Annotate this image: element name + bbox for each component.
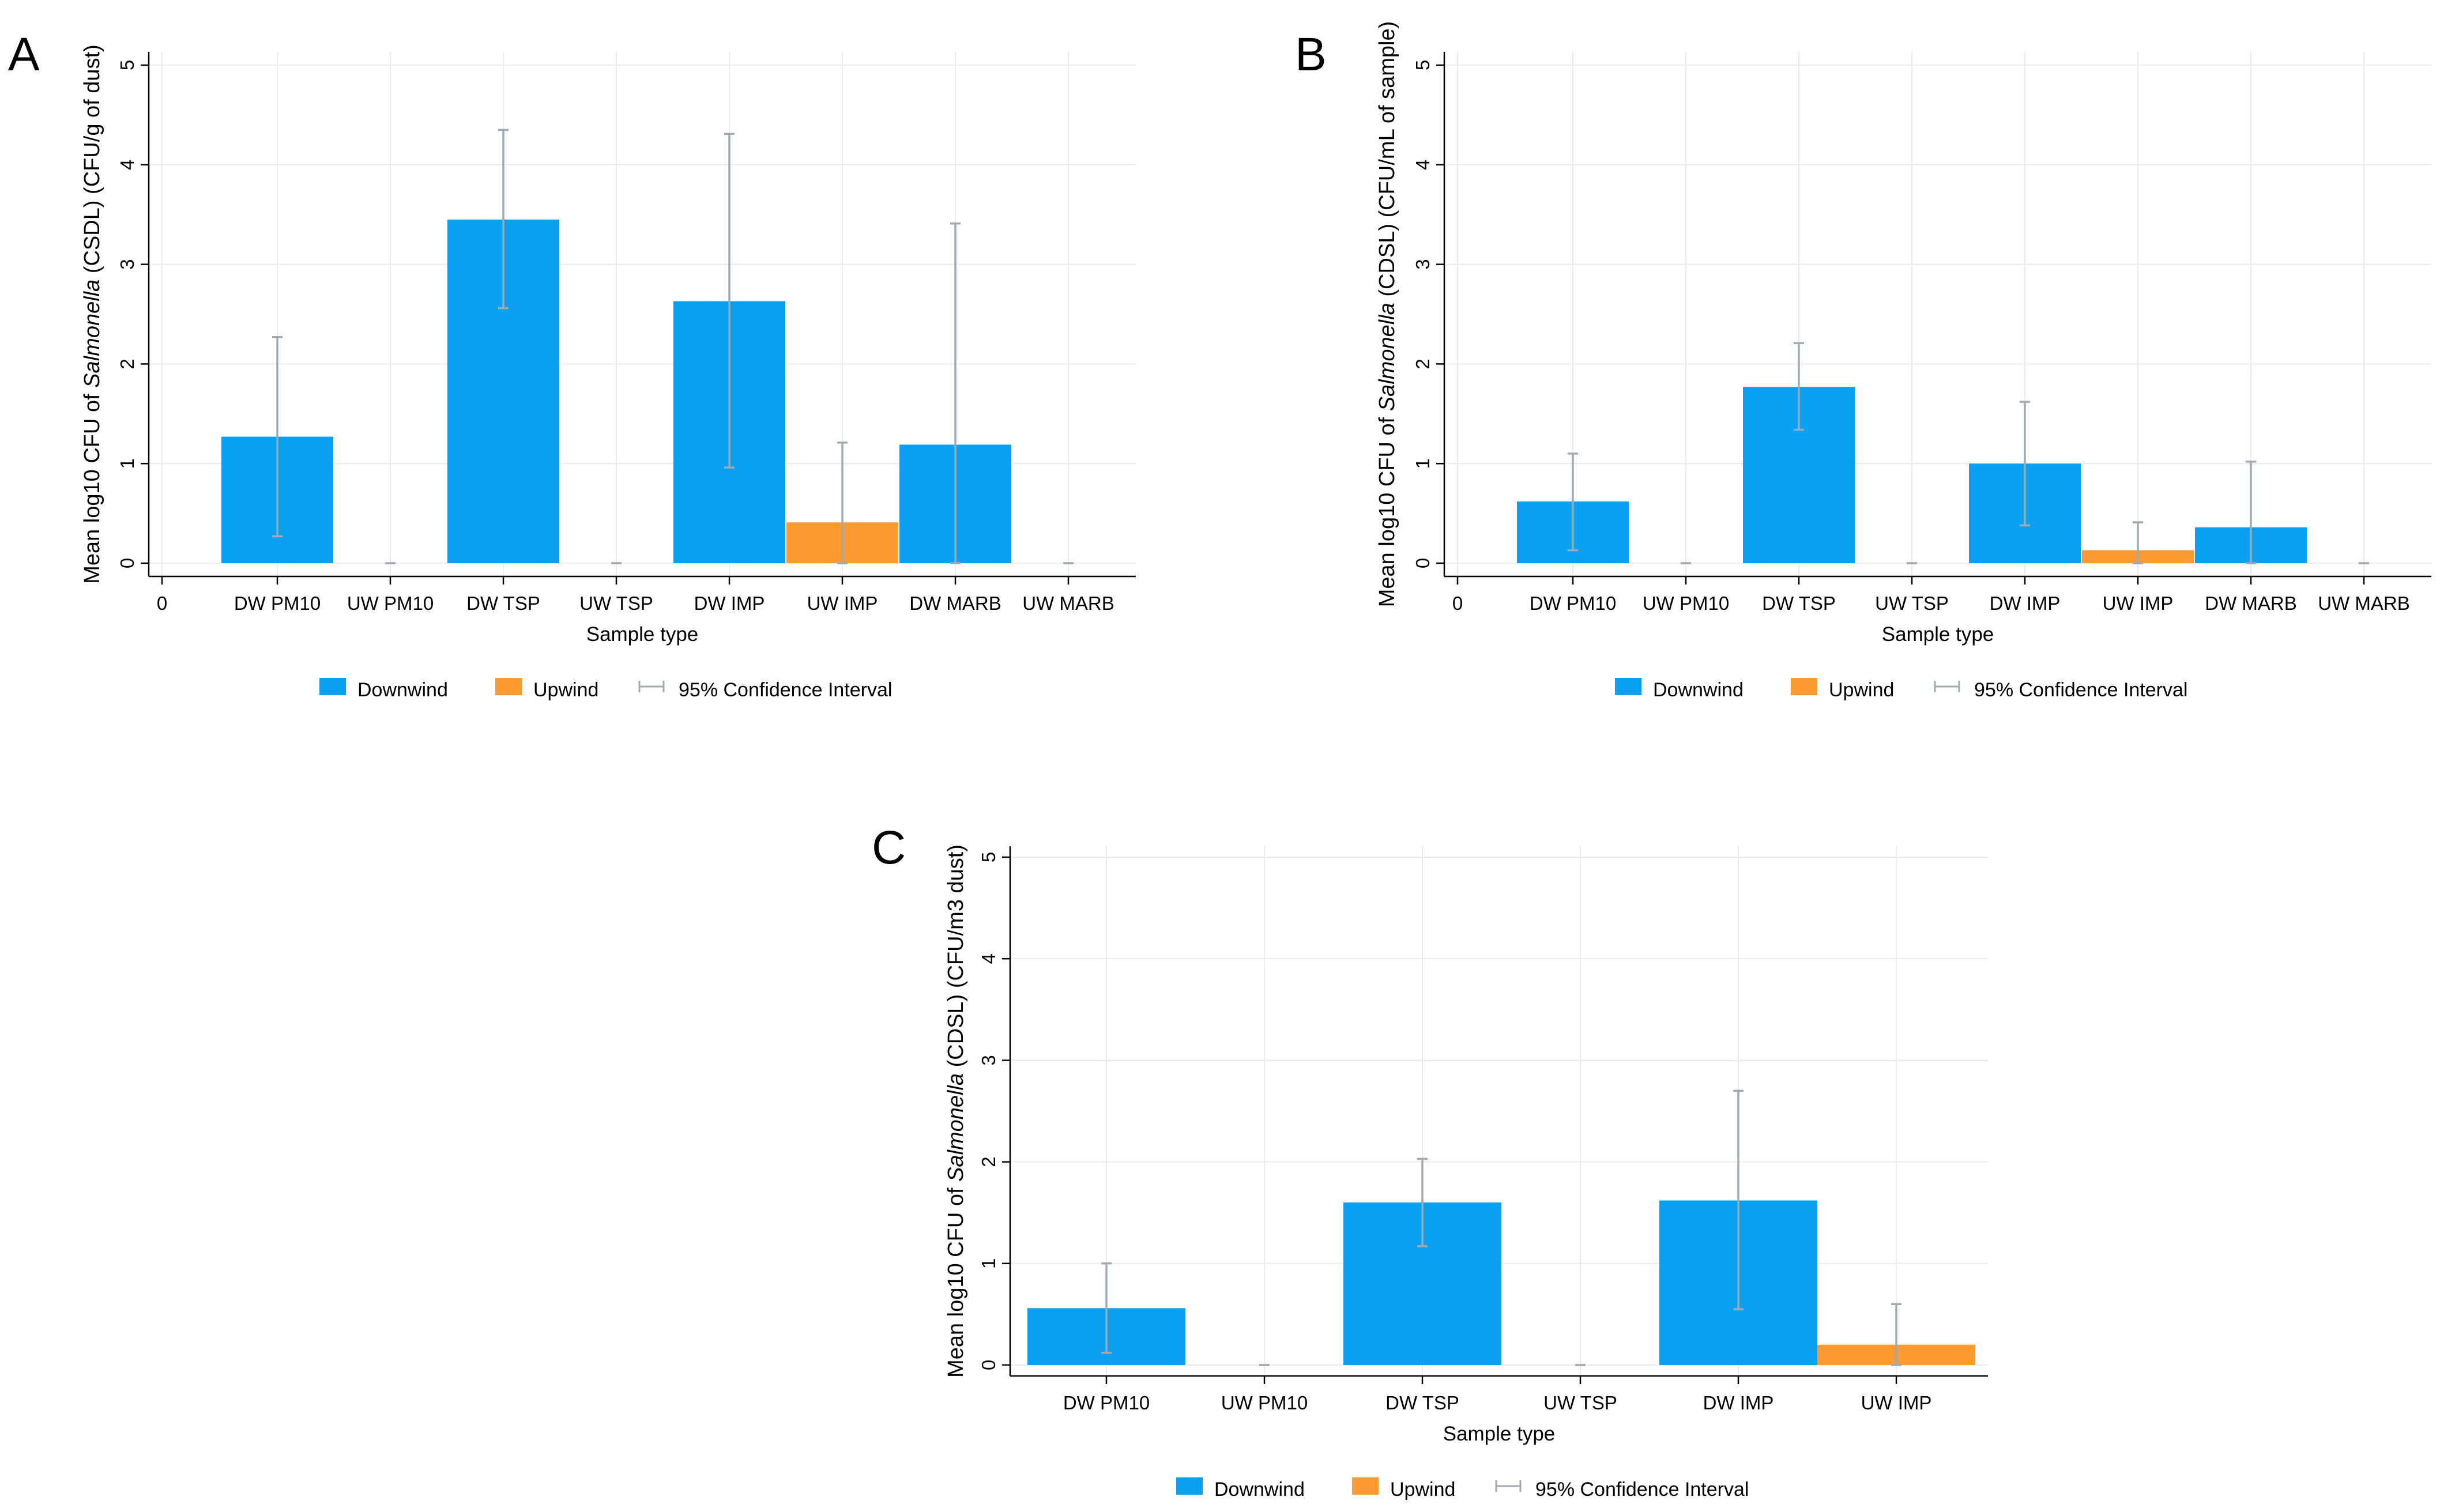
y-axis-title-suffix: (CSDL) (CFU/g of dust) xyxy=(80,44,104,280)
x-tick-label: UW TSP xyxy=(579,593,653,614)
x-tick-label: DW IMP xyxy=(694,593,765,614)
y-tick-label: 5 xyxy=(116,60,138,70)
x-tick-label: UW PM10 xyxy=(347,593,434,614)
legend-swatch-downwind xyxy=(1176,1477,1203,1495)
panel-a: A 0 1 2 3 4 5 0 DW PM10 UW PM10 DW TSP UW TSP DW IMP… xyxy=(8,28,1136,701)
x-tick-label: UW MARB xyxy=(1022,593,1114,614)
panel-c: C 0 1 2 3 4 5 DW PM10 UW PM10 DW TSP UW TSP DW IMP U… xyxy=(872,821,1988,1500)
legend-swatch-upwind xyxy=(1352,1477,1379,1495)
legend-swatch-upwind xyxy=(495,678,522,695)
y-axis-title-suffix: (CDSL) (CFU/m3 dust) xyxy=(944,844,968,1073)
panel-b: B 0 1 2 3 4 5 0 DW PM10 UW PM10 DW TSP UW TSP DW IMP… xyxy=(1295,21,2431,701)
y-axis-title-organism: Salmonella xyxy=(1375,303,1399,411)
x-tick-label: UW MARB xyxy=(2318,593,2410,614)
legend-label-upwind: Upwind xyxy=(1829,679,1894,701)
legend-swatch-downwind xyxy=(1615,678,1641,695)
legend-label-downwind: Downwind xyxy=(1214,1479,1305,1500)
y-tick-label: 5 xyxy=(1412,60,1433,70)
y-axis-title-suffix: (CDSL) (CFU/mL of sample) xyxy=(1375,21,1399,303)
x-axis-title: Sample type xyxy=(1882,623,1994,646)
y-tick-label: 2 xyxy=(116,359,138,369)
y-tick-label: 2 xyxy=(1412,359,1433,369)
x-origin-label: 0 xyxy=(1452,593,1463,614)
x-tick-label: DW IMP xyxy=(1703,1392,1774,1413)
y-axis-title-prefix: Mean log10 CFU of xyxy=(80,388,104,584)
legend-swatch-upwind xyxy=(1791,678,1817,695)
y-axis-title-organism: Salmonella xyxy=(80,280,104,388)
x-tick-label: DW PM10 xyxy=(1063,1392,1150,1413)
x-tick-label: UW PM10 xyxy=(1643,593,1729,614)
y-axis-title-prefix: Mean log10 CFU of xyxy=(1375,411,1399,607)
x-tick-label: UW IMP xyxy=(2103,593,2174,614)
x-axis-title: Sample type xyxy=(1443,1423,1556,1445)
x-tick-label: DW IMP xyxy=(1990,593,2061,614)
y-tick-label: 4 xyxy=(1412,160,1433,170)
y-tick-label: 4 xyxy=(116,160,138,170)
y-tick-label: 3 xyxy=(978,1055,999,1065)
legend-label-ci: 95% Confidence Interval xyxy=(1535,1479,1749,1500)
y-axis-title: Mean log10 CFU of Salmonella (CDSL) (CFU… xyxy=(944,844,968,1378)
legend-label-upwind: Upwind xyxy=(533,679,598,701)
y-tick-label: 2 xyxy=(978,1156,999,1167)
y-tick-label: 0 xyxy=(116,558,138,568)
x-tick-label: DW TSP xyxy=(1762,593,1836,614)
x-origin-label: 0 xyxy=(157,593,167,614)
y-tick-label: 5 xyxy=(978,852,999,862)
x-tick-label: UW IMP xyxy=(807,593,878,614)
panel-letter: B xyxy=(1295,28,1327,81)
x-tick-label: UW TSP xyxy=(1875,593,1949,614)
y-axis-title-organism: Salmonella xyxy=(944,1073,968,1182)
y-tick-label: 0 xyxy=(1412,558,1433,568)
legend-label-ci: 95% Confidence Interval xyxy=(679,679,892,701)
y-axis-title: Mean log10 CFU of Salmonella (CDSL) (CFU… xyxy=(1375,21,1399,608)
x-tick-label: DW PM10 xyxy=(1530,593,1616,614)
y-tick-label: 0 xyxy=(978,1360,999,1370)
panel-letter: C xyxy=(872,821,906,874)
x-tick-label: DW MARB xyxy=(909,593,1001,614)
y-tick-label: 1 xyxy=(1412,458,1433,469)
y-tick-label: 4 xyxy=(978,953,999,964)
y-tick-label: 3 xyxy=(1412,259,1433,269)
y-tick-label: 1 xyxy=(978,1258,999,1269)
legend-label-downwind: Downwind xyxy=(357,679,448,701)
panel-letter: A xyxy=(8,28,40,81)
legend-label-ci: 95% Confidence Interval xyxy=(1974,679,2187,701)
x-tick-label: UW IMP xyxy=(1861,1392,1932,1413)
x-axis-title: Sample type xyxy=(586,623,699,646)
x-tick-label: DW TSP xyxy=(466,593,540,614)
x-tick-label: DW PM10 xyxy=(234,593,321,614)
x-tick-label: DW MARB xyxy=(2205,593,2297,614)
x-tick-label: UW TSP xyxy=(1543,1392,1617,1413)
legend-swatch-downwind xyxy=(319,678,346,695)
y-axis-title: Mean log10 CFU of Salmonella (CSDL) (CFU… xyxy=(80,44,104,584)
legend-label-upwind: Upwind xyxy=(1390,1479,1455,1500)
y-axis-title-prefix: Mean log10 CFU of xyxy=(944,1182,968,1378)
y-tick-label: 1 xyxy=(116,458,138,469)
x-tick-label: UW PM10 xyxy=(1221,1392,1308,1413)
x-tick-label: DW TSP xyxy=(1385,1392,1459,1413)
legend-label-downwind: Downwind xyxy=(1653,679,1744,701)
y-tick-label: 3 xyxy=(116,259,138,269)
